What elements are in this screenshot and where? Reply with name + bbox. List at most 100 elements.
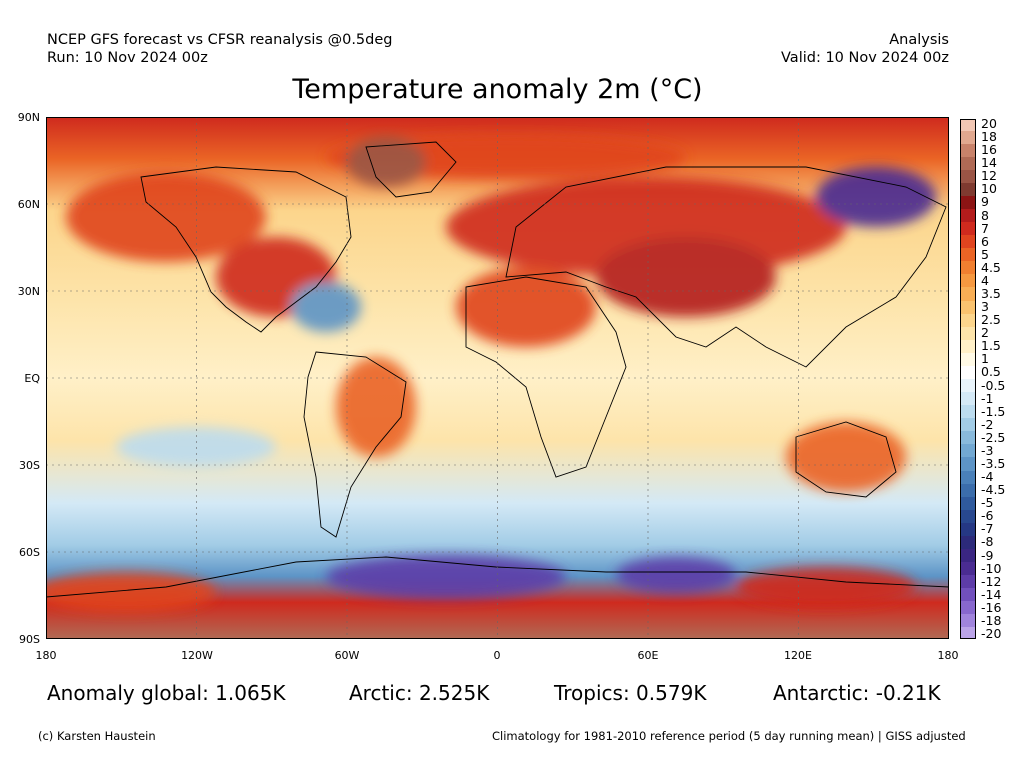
lat-label-90n: 90N: [17, 111, 40, 124]
colorbar-label: 5: [981, 246, 989, 262]
colorbar-label: 0.5: [981, 364, 1001, 380]
colorbar-label: -2: [981, 416, 994, 432]
colorbar-label: -14: [981, 586, 1002, 602]
colorbar-label: -20: [981, 626, 1002, 641]
colorbar-label: 2: [981, 325, 989, 341]
colorbar-label: -1: [981, 390, 994, 406]
colorbar-segment: [960, 379, 976, 393]
colorbar-segment: [960, 431, 976, 445]
africa-outline: [465, 276, 627, 478]
colorbar-segment: [960, 575, 976, 589]
colorbar-label: -18: [981, 612, 1002, 628]
map-title: Temperature anomaly 2m (°C): [292, 74, 703, 105]
colorbar-label: -3: [981, 442, 994, 458]
colorbar-label: 4: [981, 272, 989, 288]
greenland-outline: [365, 141, 457, 198]
colorbar-label: 3.5: [981, 286, 1001, 301]
colorbar-segment: [960, 209, 976, 223]
colorbar-label: -10: [981, 560, 1002, 576]
colorbar-segment: [960, 470, 976, 484]
colorbar-segment: [960, 313, 976, 327]
australia-outline: [795, 421, 897, 498]
colorbar-segment: [960, 156, 976, 170]
colorbar-segment: [960, 326, 976, 340]
colorbar-label: 3: [981, 299, 989, 315]
colorbar-label: 10: [981, 181, 997, 197]
run-time: Run: 10 Nov 2024 00z: [47, 50, 208, 66]
south-america-outline: [303, 351, 407, 538]
colorbar-label: -4.5: [981, 482, 1006, 498]
colorbar-segment: [960, 248, 976, 262]
colorbar-label: -12: [981, 573, 1002, 589]
colorbar-segment: [960, 496, 976, 510]
colorbar-segment: [960, 509, 976, 523]
colorbar-segment: [960, 483, 976, 497]
colorbar-label: 18: [981, 129, 997, 145]
colorbar-segment: [960, 169, 976, 183]
colorbar-segment: [960, 535, 976, 549]
lat-label-30n: 30N: [17, 285, 40, 298]
colorbar-segment: [960, 352, 976, 366]
lat-label-90s: 90S: [19, 633, 40, 646]
lat-label-60s: 60S: [19, 546, 40, 559]
colorbar-label: -0.5: [981, 377, 1006, 393]
lat-label-eq: EQ: [24, 372, 40, 385]
analysis-label: Analysis: [889, 32, 949, 48]
north-america-outline: [140, 166, 352, 333]
lon-label-0: 0: [493, 649, 501, 662]
lon-label-120w: 120W: [181, 649, 213, 662]
colorbar-segment: [960, 300, 976, 314]
lat-label-30s: 30S: [19, 459, 40, 472]
colorbar-segment: [960, 235, 976, 249]
colorbar-segment: [960, 182, 976, 196]
colorbar-segment: [960, 405, 976, 419]
colorbar-label: -5: [981, 495, 994, 511]
lon-label-60w: 60W: [334, 649, 360, 662]
colorbar-label: -1.5: [981, 403, 1006, 419]
colorbar-label: 14: [981, 155, 997, 171]
arctic-anomaly: Arctic: 2.525K: [349, 681, 490, 705]
colorbar-segment: [960, 339, 976, 353]
colorbar-label: 1.5: [981, 338, 1001, 354]
colorbar-segment: [960, 614, 976, 628]
credit: (c) Karsten Haustein: [38, 729, 156, 743]
colorbar: [960, 119, 976, 639]
colorbar-label: 8: [981, 207, 989, 223]
colorbar-segment: [960, 274, 976, 288]
lon-label-180e: 180: [937, 649, 959, 662]
colorbar-label: 6: [981, 233, 989, 249]
colorbar-segment: [960, 457, 976, 471]
coastlines: [46, 141, 949, 598]
colorbar-label: 4.5: [981, 259, 1001, 275]
header-right: Analysis Valid: 10 Nov 2024 00z: [781, 31, 949, 67]
colorbar-segment: [960, 522, 976, 536]
colorbar-segment: [960, 130, 976, 144]
colorbar-segment: [960, 627, 976, 639]
colorbar-segment: [960, 549, 976, 563]
colorbar-segment: [960, 444, 976, 458]
colorbar-segment: [960, 562, 976, 576]
colorbar-label: -16: [981, 599, 1002, 615]
colorbar-label: -9: [981, 547, 994, 563]
lat-label-60n: 60N: [17, 198, 40, 211]
colorbar-segment: [960, 365, 976, 379]
antarctica-outline: [46, 556, 949, 598]
tropics-anomaly: Tropics: 0.579K: [554, 681, 707, 705]
colorbar-label: -3.5: [981, 456, 1006, 471]
graticule: [46, 117, 949, 639]
climatology-note: Climatology for 1981-2010 reference peri…: [492, 729, 966, 743]
colorbar-segment: [960, 287, 976, 301]
colorbar-segment: [960, 418, 976, 432]
antarctic-anomaly: Antarctic: -0.21K: [773, 681, 941, 705]
colorbar-label: -4: [981, 469, 994, 485]
anomaly-map: [46, 117, 949, 639]
colorbar-label: 1: [981, 351, 989, 367]
colorbar-segment: [960, 392, 976, 406]
colorbar-segment: [960, 261, 976, 275]
colorbar-segment: [960, 143, 976, 157]
colorbar-label: 2.5: [981, 312, 1001, 328]
colorbar-label: 7: [981, 220, 989, 236]
colorbar-segment: [960, 195, 976, 209]
colorbar-segment: [960, 119, 976, 131]
header-left: NCEP GFS forecast vs CFSR reanalysis @0.…: [47, 31, 392, 67]
